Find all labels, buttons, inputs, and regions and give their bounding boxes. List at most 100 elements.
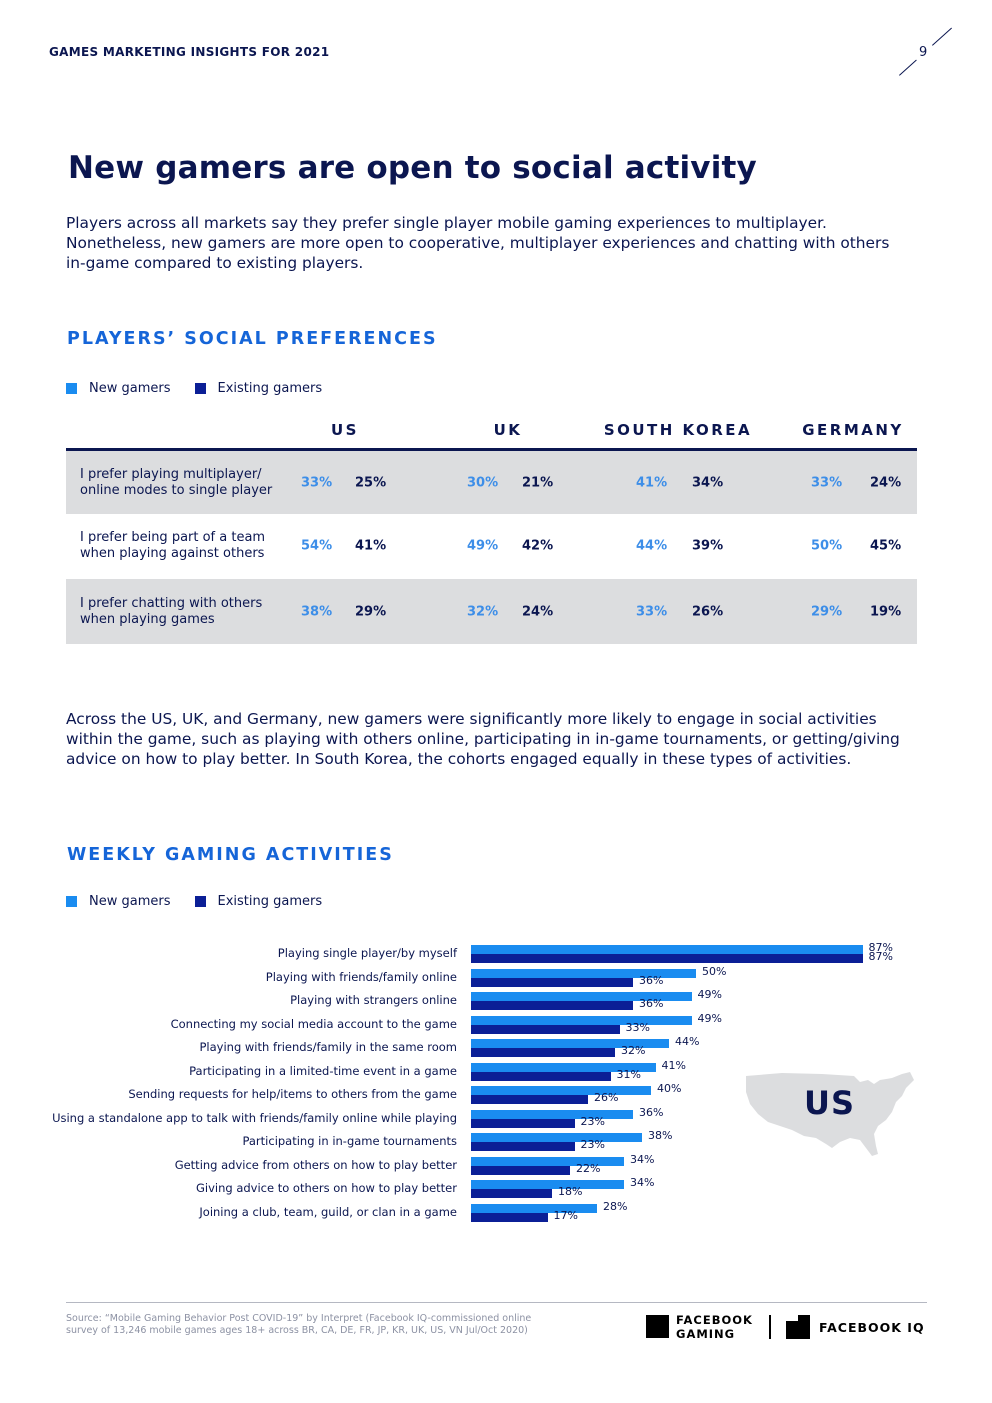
facebook-iq-logo: FACEBOOK IQ	[819, 1320, 925, 1335]
value-label-new-gamers: 41%	[661, 1058, 686, 1072]
value-uk-new: 32%	[467, 604, 499, 619]
value-label-new-gamers: 28%	[603, 1199, 628, 1213]
value-label-new-gamers: 87%	[868, 941, 893, 954]
bar-existing-gamers	[471, 1048, 615, 1057]
table-header-rule	[66, 448, 917, 451]
category-label: Sending requests for help/items to other…	[128, 1087, 457, 1101]
facebook-gaming-logo: FACEBOOK GAMING	[676, 1313, 753, 1341]
column-header-uk: UK	[493, 421, 523, 439]
bar-new-gamers	[471, 1203, 597, 1213]
legend-swatch-new	[66, 383, 77, 394]
bar-existing-gamers	[471, 1212, 548, 1222]
category-label: Giving advice to others on how to play b…	[195, 1181, 457, 1195]
value-label-existing-gamers: 31%	[616, 1067, 641, 1081]
value-label-existing-gamers: 18%	[558, 1185, 583, 1198]
value-kr-existing: 34%	[692, 475, 724, 490]
value-label-existing-gamers: 33%	[625, 1020, 650, 1034]
bar-new-gamers	[471, 1015, 692, 1025]
bar-new-gamers	[471, 945, 863, 954]
page-title: New gamers are open to social activity	[68, 150, 757, 186]
value-uk-existing: 24%	[522, 604, 554, 619]
category-label: Joining a club, team, guild, or clan in …	[199, 1204, 457, 1219]
facebook-gaming-logo-line2: GAMING	[676, 1327, 736, 1341]
value-label-new-gamers: 34%	[630, 1152, 655, 1166]
bar-new-gamers	[471, 1156, 624, 1166]
bar-existing-gamers	[471, 1001, 633, 1010]
bar-existing-gamers	[471, 1142, 575, 1151]
social-preferences-heading: PLAYERS’ SOCIAL PREFERENCES	[67, 329, 438, 349]
footer-rule	[66, 1302, 927, 1303]
value-kr-new: 44%	[636, 538, 668, 553]
value-us-existing: 25%	[355, 475, 387, 490]
intro-paragraph: Players across all markets say they pref…	[66, 214, 890, 272]
weekly-activities-heading: WEEKLY GAMING ACTIVITIES	[67, 845, 394, 865]
value-uk-existing: 21%	[522, 475, 554, 490]
page-number-slash-top	[932, 27, 952, 46]
category-label: Participating in in-game tournaments	[242, 1134, 457, 1148]
table-row: I prefer playing multiplayer/ online mod…	[66, 451, 917, 514]
category-label: Connecting my social media account to th…	[170, 1016, 457, 1031]
value-de-new: 50%	[811, 538, 843, 553]
bar-new-gamers	[471, 968, 696, 978]
facebook-gaming-logo-line1: FACEBOOK	[676, 1313, 753, 1327]
column-header-south-korea: SOUTH KOREA	[603, 421, 753, 439]
value-de-existing: 19%	[870, 604, 902, 619]
value-de-existing: 45%	[870, 538, 902, 553]
value-label-existing-gamers: 17%	[553, 1208, 578, 1222]
value-label-existing-gamers: 23%	[580, 1114, 605, 1128]
bar-existing-gamers	[471, 1071, 611, 1081]
value-label-existing-gamers: 87%	[868, 950, 893, 963]
table-row: I prefer chatting with others when playi…	[66, 579, 917, 644]
us-map-icon	[746, 1072, 914, 1156]
value-us-existing: 29%	[355, 604, 387, 619]
category-label: Playing with strangers online	[290, 993, 457, 1007]
category-label: Participating in a limited-time event in…	[189, 1063, 457, 1078]
legend-swatch-existing	[194, 383, 206, 394]
value-de-new: 29%	[811, 604, 843, 619]
legend-swatch-new	[66, 896, 77, 907]
value-us-new: 33%	[301, 475, 333, 490]
value-label-existing-gamers: 23%	[580, 1138, 605, 1151]
value-us-new: 54%	[301, 538, 333, 553]
value-label-new-gamers: 44%	[675, 1035, 700, 1048]
logo-divider	[769, 1315, 771, 1339]
facebook-gaming-logo-mark	[646, 1315, 669, 1338]
value-de-existing: 24%	[870, 475, 902, 490]
bar-existing-gamers	[471, 1095, 588, 1104]
value-label-existing-gamers: 22%	[576, 1161, 601, 1175]
row-label: I prefer playing multiplayer/ online mod…	[80, 466, 273, 498]
value-label-new-gamers: 50%	[702, 964, 727, 978]
legend-label-existing: Existing gamers	[217, 894, 323, 909]
bar-new-gamers	[471, 1086, 651, 1095]
weekly-activities-legend: New gamers Existing gamers	[66, 894, 346, 909]
legend-swatch-existing	[194, 896, 206, 907]
value-label-existing-gamers: 32%	[621, 1044, 646, 1057]
page-number-slash-bottom	[899, 59, 917, 76]
page-number: 9	[919, 45, 928, 60]
category-label: Using a standalone app to talk with frie…	[52, 1110, 457, 1125]
value-kr-existing: 39%	[692, 538, 724, 553]
value-kr-new: 33%	[636, 604, 668, 619]
value-label-new-gamers: 49%	[697, 1011, 722, 1025]
value-uk-new: 30%	[467, 475, 499, 490]
bar-existing-gamers	[471, 954, 863, 963]
category-label: Getting advice from others on how to pla…	[174, 1157, 457, 1172]
value-kr-new: 41%	[636, 475, 668, 490]
value-label-existing-gamers: 36%	[639, 973, 664, 987]
value-label-existing-gamers: 26%	[594, 1091, 619, 1104]
legend-label-new: New gamers	[89, 894, 171, 909]
source-note: Source: “Mobile Gaming Behavior Post COV…	[66, 1313, 532, 1336]
bar-new-gamers	[471, 992, 692, 1001]
value-label-new-gamers: 36%	[639, 1105, 664, 1119]
value-label-new-gamers: 49%	[697, 988, 722, 1001]
bar-new-gamers	[471, 1180, 624, 1189]
bar-existing-gamers	[471, 1189, 552, 1198]
value-label-existing-gamers: 36%	[639, 997, 664, 1010]
row-label: I prefer being part of a team when playi…	[80, 529, 266, 561]
category-label: Playing with friends/family online	[265, 969, 457, 984]
bar-existing-gamers	[471, 1024, 620, 1034]
bar-new-gamers	[471, 1039, 669, 1048]
bar-new-gamers	[471, 1062, 656, 1072]
value-de-new: 33%	[811, 475, 843, 490]
column-header-germany: GERMANY	[802, 421, 904, 439]
